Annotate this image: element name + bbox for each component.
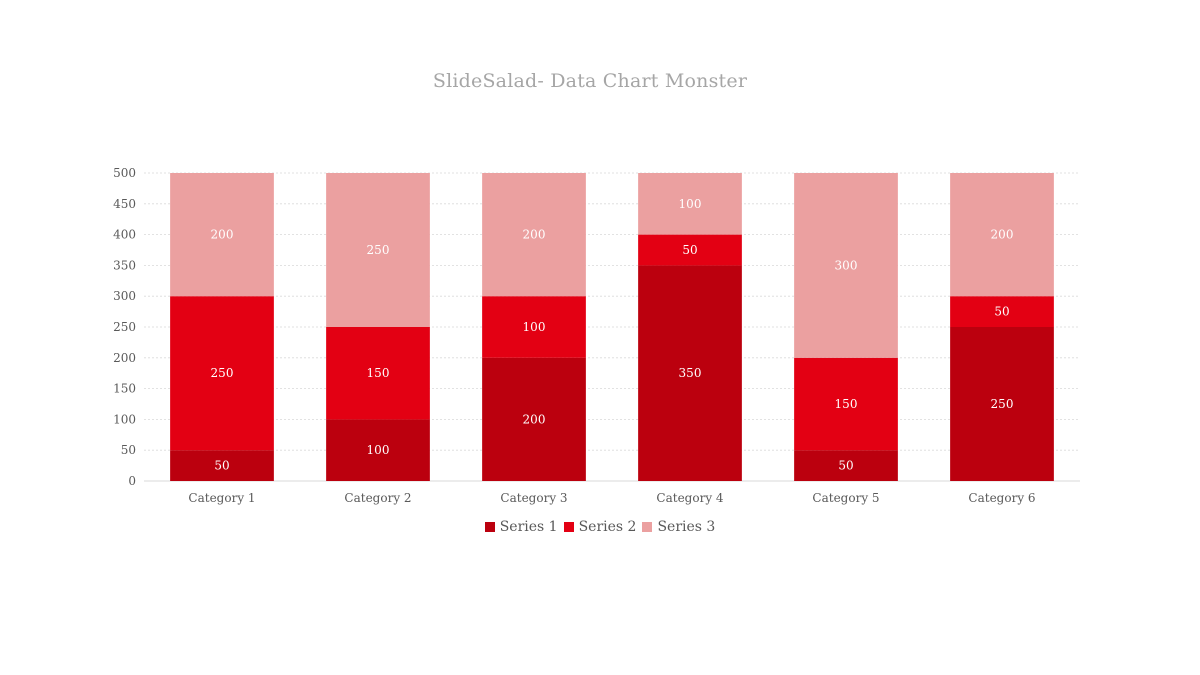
bar-segment [326, 327, 430, 420]
legend-label: Series 1 [499, 519, 558, 535]
legend-label: Series 3 [657, 519, 716, 535]
bar-segment [326, 173, 430, 327]
legend-swatch [642, 522, 653, 532]
bar-segment [482, 296, 586, 358]
data-label: 150 [835, 397, 858, 411]
y-tick-label: 300 [113, 289, 136, 303]
data-label: 250 [211, 366, 234, 380]
bar-segment [170, 173, 274, 297]
x-tick-label: Category 3 [500, 491, 567, 505]
bar-segment [794, 357, 898, 451]
bar-segment [950, 296, 1054, 327]
legend-swatch [484, 522, 495, 532]
chart-title: SlideSalad- Data Chart Monster [432, 70, 748, 92]
data-label: 250 [367, 243, 390, 257]
x-tick-label: Category 1 [188, 491, 255, 505]
y-tick-label: 250 [113, 320, 136, 334]
data-label: 250 [991, 397, 1014, 411]
y-tick-label: 200 [113, 351, 136, 365]
data-label: 200 [523, 228, 546, 242]
legend-swatch [563, 522, 574, 532]
x-tick-label: Category 2 [344, 491, 411, 505]
y-tick-label: 450 [113, 197, 136, 211]
x-tick-label: Category 6 [968, 491, 1035, 505]
bar-segment [794, 450, 898, 481]
bars [170, 173, 1054, 481]
data-labels: 50 250 200 100 150 250 200 100 200 350 50 100 50 150 3… [211, 197, 1014, 473]
y-tick-label: 350 [113, 258, 136, 272]
bar-segment [638, 173, 742, 235]
data-label: 100 [679, 197, 702, 211]
y-tick-label: 150 [113, 382, 136, 396]
bar-segment [950, 327, 1054, 481]
grid-lines [144, 172, 1080, 482]
data-label: 50 [838, 459, 853, 473]
y-tick-label: 400 [113, 228, 136, 242]
bar-segment [794, 173, 898, 358]
data-label: 50 [682, 243, 697, 257]
y-axis-ticks: 0 50 100 150 200 250 300 350 400 450 500 [113, 166, 136, 488]
x-tick-label: Category 5 [812, 491, 879, 505]
legend-item: Series 2 [563, 519, 637, 535]
data-label: 150 [367, 366, 390, 380]
x-tick-label: Category 4 [656, 491, 723, 505]
bar-segment [482, 357, 586, 481]
x-axis-categories: Category 1 Category 2 Category 3 Category 4… [188, 491, 1035, 505]
bar-segment [950, 173, 1054, 297]
y-tick-label: 0 [128, 474, 136, 488]
y-tick-label: 500 [113, 166, 136, 180]
bar-segment [326, 419, 430, 481]
y-tick-label: 100 [113, 412, 136, 426]
bar-segment [170, 450, 274, 481]
legend: Series 1 Series 2 Series 3 [0, 519, 1200, 535]
bar-segment [482, 173, 586, 297]
data-label: 200 [991, 228, 1014, 242]
data-label: 200 [211, 228, 234, 242]
bar-segment [638, 234, 742, 266]
data-label: 100 [367, 443, 390, 457]
data-label: 200 [523, 412, 546, 426]
data-label: 50 [214, 459, 229, 473]
bar-segment [170, 296, 274, 451]
data-label: 100 [523, 320, 546, 334]
data-label: 50 [994, 305, 1009, 319]
data-label: 300 [835, 258, 858, 272]
legend-item: Series 1 [484, 519, 558, 535]
bar-segment [638, 265, 742, 481]
data-label: 350 [679, 366, 702, 380]
y-tick-label: 50 [121, 443, 136, 457]
legend-label: Series 2 [578, 519, 637, 535]
legend-item: Series 3 [642, 519, 715, 535]
